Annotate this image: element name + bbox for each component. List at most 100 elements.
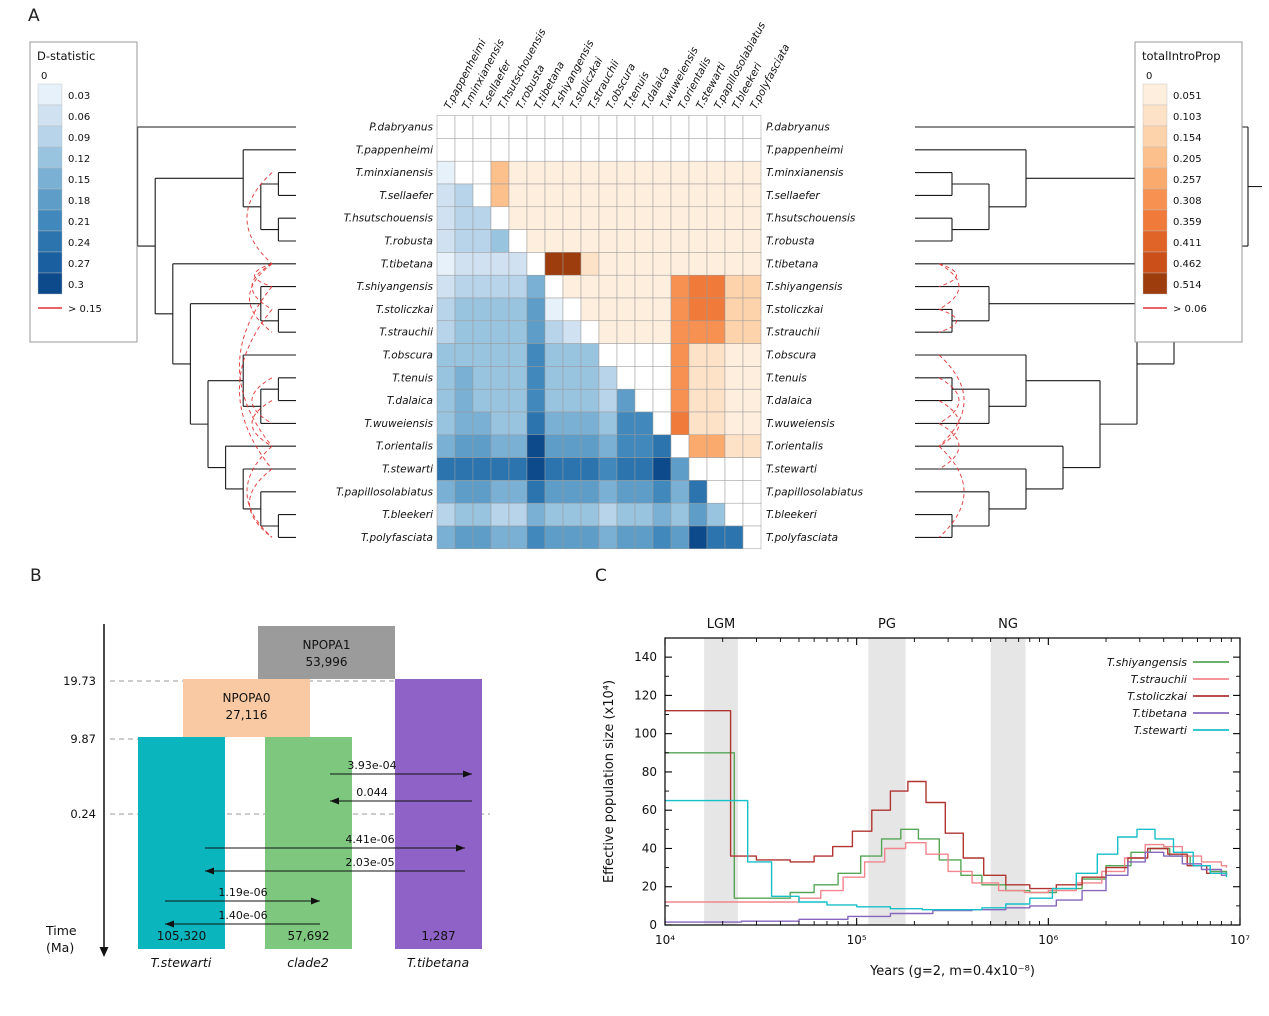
d-statistic-legend-zero: 0: [41, 71, 47, 82]
d-statistic-introgression-matrix: [436, 115, 762, 550]
total-intro-prop-legend-tick: 0.308: [1173, 196, 1202, 207]
x-tick-label: 10⁶: [1038, 933, 1058, 947]
row-label-left: T.strauchii: [379, 327, 433, 339]
panel-a-figure: P.dabryanus P.dabryanus T.pappenheimi T.pap…: [29, 20, 1262, 550]
d-statistic-legend: D-statistic 0 0.03 0.06 0.09 0.12 0.15 0.18 0.21…: [29, 41, 138, 343]
y-tick-label: 80: [642, 765, 657, 779]
time-arrowhead: [99, 947, 109, 957]
row-label-left: T.sellaefer: [379, 190, 433, 202]
d-statistic-legend-tick: 0.27: [68, 259, 90, 270]
band-label-PG: PG: [878, 617, 896, 632]
row-label-right: T.hsutschouensis: [766, 213, 856, 225]
series-T.stewarti: [665, 799, 1228, 911]
row-label-left: T.hsutschouensis: [344, 213, 434, 225]
row-label-right: T.tenuis: [766, 372, 807, 384]
band-label-NG: NG: [998, 617, 1018, 632]
d-statistic-legend-tick: 0.3: [68, 280, 84, 291]
total-intro-prop-legend-tick: 0.411: [1173, 238, 1202, 249]
row-label-left: T.dalaica: [387, 395, 433, 407]
total-intro-prop-legend: totalIntroProp 0 0.051 0.103 0.154 0.205 0.257…: [1134, 41, 1243, 343]
population-box-clade2: [265, 737, 352, 949]
y-tick-label: 120: [634, 688, 657, 702]
row-label-right: T.stewarti: [766, 464, 817, 476]
population-bottom-label: T.tibetana: [407, 955, 469, 970]
legend-label-T.shiyangensis: T.shiyangensis: [1107, 656, 1187, 669]
row-label-right: P.dabryanus: [766, 122, 830, 134]
row-label-left: T.polyfasciata: [361, 532, 433, 544]
total-intro-prop-legend-title: totalIntroProp: [1142, 49, 1221, 63]
total-intro-prop-legend-tick: 0.154: [1173, 133, 1202, 144]
total-intro-prop-legend-tick: 0.359: [1173, 217, 1202, 228]
legend-label-T.strauchii: T.strauchii: [1131, 673, 1187, 686]
population-bottom-label: T.stewarti: [151, 955, 212, 970]
population-size: 105,320: [157, 929, 207, 943]
band-label-LGM: LGM: [707, 617, 736, 632]
row-label-right: T.obscura: [766, 350, 816, 362]
row-label-right: T.papillosolabiatus: [766, 486, 863, 498]
row-label-right: T.stoliczkai: [766, 304, 823, 316]
population-box-NPOPA1: [258, 626, 395, 679]
population-box-NPOPA0: [183, 679, 310, 737]
legend-label-T.stewarti: T.stewarti: [1134, 724, 1187, 737]
row-label-left: T.papillosolabiatus: [336, 486, 433, 498]
legend-label-T.stoliczkai: T.stoliczkai: [1127, 690, 1187, 703]
y-tick-label: 20: [642, 880, 657, 894]
row-label-left: T.pappenheimi: [356, 144, 433, 156]
band-NG: [990, 638, 1026, 925]
migration-rate: 3.93e-04: [347, 759, 396, 772]
x-tick-label: 10⁷: [1230, 933, 1250, 947]
migration-rate: 0.044: [356, 786, 388, 799]
population-size: 57,692: [288, 929, 330, 943]
row-label-left: T.stoliczkai: [376, 304, 433, 316]
row-label-left: T.tenuis: [392, 372, 433, 384]
d-statistic-legend-tick: 0.09: [68, 133, 90, 144]
total-intro-prop-legend-tick: 0.257: [1173, 175, 1202, 186]
d-statistic-legend-tick: 0.18: [68, 196, 90, 207]
d-statistic-legend-threshold: > 0.15: [68, 304, 102, 315]
population-box-T.stewarti: [138, 737, 225, 949]
row-label-left: T.tibetana: [381, 258, 433, 270]
total-intro-prop-legend-tick: 0.051: [1173, 91, 1202, 102]
x-tick-label: 10⁵: [847, 933, 867, 947]
d-statistic-legend-tick: 0.12: [68, 154, 90, 165]
row-label-right: T.minxianensis: [766, 167, 844, 179]
total-intro-prop-legend-tick: 0.462: [1173, 259, 1202, 270]
population-name: NPOPA1: [303, 638, 351, 652]
total-intro-prop-legend-tick: 0.514: [1173, 280, 1202, 291]
x-tick-label: 10⁴: [655, 933, 675, 947]
row-label-right: T.pappenheimi: [766, 144, 843, 156]
series-T.strauchii: [665, 842, 1228, 903]
band-PG: [868, 638, 906, 925]
y-tick-label: 100: [634, 727, 657, 741]
row-label-right: T.shiyangensis: [766, 281, 843, 293]
population-name: NPOPA0: [223, 691, 271, 705]
introgression-arcs: [238, 172, 965, 538]
series-T.stoliczkai: [665, 710, 1228, 890]
y-tick-label: 40: [642, 841, 657, 855]
migration-rate: 1.40e-06: [218, 909, 267, 922]
row-label-right: T.tibetana: [766, 258, 818, 270]
time-tick: 9.87: [70, 732, 96, 746]
row-label-left: T.wuweiensis: [364, 418, 433, 430]
panel-c-label: C: [595, 566, 607, 586]
y-axis-label: Effective population size (x10⁴): [602, 680, 617, 883]
d-statistic-legend-tick: 0.03: [68, 91, 90, 102]
row-label-right: T.dalaica: [766, 395, 812, 407]
population-size: 27,116: [226, 708, 268, 722]
row-label-left: T.robusta: [384, 236, 433, 248]
migration-rate: 4.41e-06: [345, 833, 394, 846]
row-label-left: T.shiyangensis: [357, 281, 434, 293]
population-size: 53,996: [306, 655, 348, 669]
row-label-left: T.obscura: [383, 350, 433, 362]
total-intro-prop-legend-threshold: > 0.06: [1173, 304, 1207, 315]
d-statistic-legend-tick: 0.15: [68, 175, 90, 186]
population-size: 1,287: [421, 929, 455, 943]
row-label-right: T.robusta: [766, 236, 815, 248]
migration-rate: 2.03e-05: [345, 856, 394, 869]
time-axis-label: (Ma): [46, 940, 74, 955]
row-label-right: T.bleekeri: [766, 509, 817, 521]
row-label-right: T.strauchii: [766, 327, 820, 339]
row-label-left: T.bleekeri: [382, 509, 433, 521]
population-box-T.tibetana: [395, 679, 482, 949]
x-axis-label: Years (g=2, m=0.4x10⁻⁸): [869, 964, 1035, 979]
